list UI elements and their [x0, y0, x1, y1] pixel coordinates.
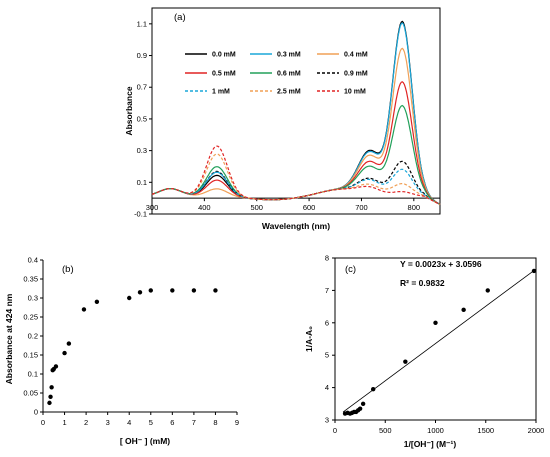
panel-a-ytick-label: -0.1 [134, 210, 147, 219]
panel-a-legend-label: 0.3 mM [277, 52, 301, 59]
panel-b-point [48, 394, 53, 399]
panel-b-point [148, 288, 153, 293]
panel-c-xtick-label: 1000 [427, 426, 444, 435]
panel-a-label: (a) [174, 12, 186, 23]
panel-a-legend-label: 0.9 mM [344, 71, 368, 78]
panel-c-ylabel: 1/A-A₀ [304, 326, 314, 352]
panel-b-xtick-label: 2 [84, 418, 88, 427]
panel-a-ytick-label: 1.1 [137, 19, 147, 28]
panel-a-legend-label: 2.5 mM [277, 89, 301, 96]
panel-a-legend-label: 1 mM [212, 89, 230, 96]
panel-c-r2: R² = 0.9832 [400, 278, 445, 288]
panel-a-series-line [151, 22, 441, 205]
panel-b-xtick-label: 6 [170, 418, 174, 427]
panel-c-xlabel: 1/[OH⁻] (M⁻¹) [404, 439, 457, 449]
panel-b-xtick-label: 9 [235, 418, 239, 427]
panel-b-xtick-label: 1 [62, 418, 66, 427]
panel-b-ytick-label: 0.35 [23, 275, 38, 284]
panel-a-xlabel: Wavelength (nm) [262, 221, 330, 231]
panel-c-xtick-label: 2000 [528, 426, 545, 435]
panel-b-point [62, 350, 67, 356]
panel-c-point [531, 268, 537, 274]
panel-c-label: (c) [345, 264, 356, 275]
panel-a-legend-label: 0.4 mM [344, 52, 368, 59]
panel-a-ytick-label: 0.9 [137, 51, 147, 60]
panel-b-point [213, 288, 218, 293]
panel-b-ytick-label: 0.25 [23, 313, 38, 322]
panel-b-xtick-label: 3 [106, 418, 110, 427]
panel-a-series-line [151, 81, 441, 205]
panel-b-point [47, 400, 52, 406]
panel-c-point [370, 387, 376, 392]
panel-c-ytick-label: 4 [325, 383, 329, 392]
panel-a-ytick-label: 0.5 [137, 114, 147, 123]
panel-b-ylabel: Absorbance at 424 nm [4, 293, 14, 384]
panel-c-ytick-label: 5 [325, 351, 329, 360]
panel-a: (a) Wavelength (nm) Absorbance 300 400 500… [124, 7, 441, 231]
panel-b-ytick-label: 0.15 [23, 351, 38, 360]
panel-c-point [357, 406, 363, 411]
panel-a-xtick-label: 600 [303, 203, 316, 212]
panel-b-xlabel: [ OH⁻ ] (mM) [120, 436, 170, 446]
panel-b-point [170, 288, 175, 293]
panel-c-ytick-label: 8 [325, 254, 329, 263]
panel-b: (b) [ OH⁻ ] (mM) Absorbance at 424 nm 0 1… [4, 256, 239, 447]
panel-c-point [360, 401, 366, 406]
panel-c-ytick-label: 6 [325, 318, 329, 327]
panel-b-ytick-label: 0.4 [28, 256, 38, 265]
panel-b-point [94, 299, 100, 304]
panel-a-ytick-label: 0.7 [137, 83, 147, 92]
panel-b-point [49, 385, 54, 390]
panel-c-ytick-label: 7 [325, 286, 329, 295]
panel-b-ytick-label: 0.05 [23, 389, 38, 398]
panel-a-xtick-label: 400 [198, 203, 211, 212]
panel-a-xtick-label: 500 [250, 203, 263, 212]
panel-c-point [485, 288, 490, 293]
panel-a-xtick-label: 700 [355, 203, 368, 212]
panel-a-series-line [151, 153, 441, 206]
panel-b-xtick-label: 7 [192, 418, 196, 427]
panel-a-legend-label: 10 mM [344, 89, 366, 96]
panel-c-equation: Y = 0.0023x + 3.0596 [400, 259, 482, 269]
panel-b-ytick-label: 0.1 [28, 370, 38, 379]
panel-c-fit-line [342, 268, 537, 413]
panel-c-ytick-label: 3 [325, 416, 329, 425]
panel-a-legend-label: 0.6 mM [277, 71, 301, 78]
panel-b-label: (b) [62, 264, 74, 275]
panel-a-xtick-label: 800 [408, 203, 421, 212]
panel-a-ytick-label: 0.3 [137, 146, 147, 155]
panel-c-point [433, 320, 438, 325]
panel-b-xtick-label: 8 [213, 418, 217, 427]
panel-c: (c) Y = 0.0023x + 3.0596 R² = 0.9832 1/[… [304, 254, 544, 450]
panel-b-point [127, 295, 132, 301]
panel-b-xtick-label: 0 [41, 418, 45, 427]
panel-c-point [461, 307, 466, 313]
panel-b-xtick-label: 5 [149, 418, 153, 427]
panel-a-legend-label: 0.5 mM [212, 71, 236, 78]
panel-b-ytick-label: 0 [34, 408, 38, 417]
panel-c-point [403, 359, 408, 364]
panel-c-xtick-label: 0 [333, 426, 337, 435]
panel-b-ytick-label: 0.3 [28, 294, 38, 303]
panel-c-xtick-label: 1500 [477, 426, 494, 435]
panel-a-xtick-label: 300 [146, 203, 159, 212]
panel-a-series-line [151, 168, 441, 206]
panel-b-point [66, 341, 72, 346]
panel-c-xtick-label: 500 [379, 426, 392, 435]
panel-b-xtick-label: 4 [127, 418, 131, 427]
panel-a-frame [151, 7, 441, 215]
panel-b-ytick-label: 0.2 [28, 332, 38, 341]
panel-a-series-line [151, 145, 441, 206]
panel-b-point [137, 290, 143, 295]
panel-b-point [53, 364, 59, 369]
panel-b-point [81, 307, 87, 312]
panel-a-ytick-label: 0.1 [137, 178, 147, 187]
panel-a-ylabel: Absorbance [124, 86, 134, 135]
panel-a-legend-label: 0.0 mM [212, 52, 236, 59]
panel-b-point [191, 288, 197, 293]
